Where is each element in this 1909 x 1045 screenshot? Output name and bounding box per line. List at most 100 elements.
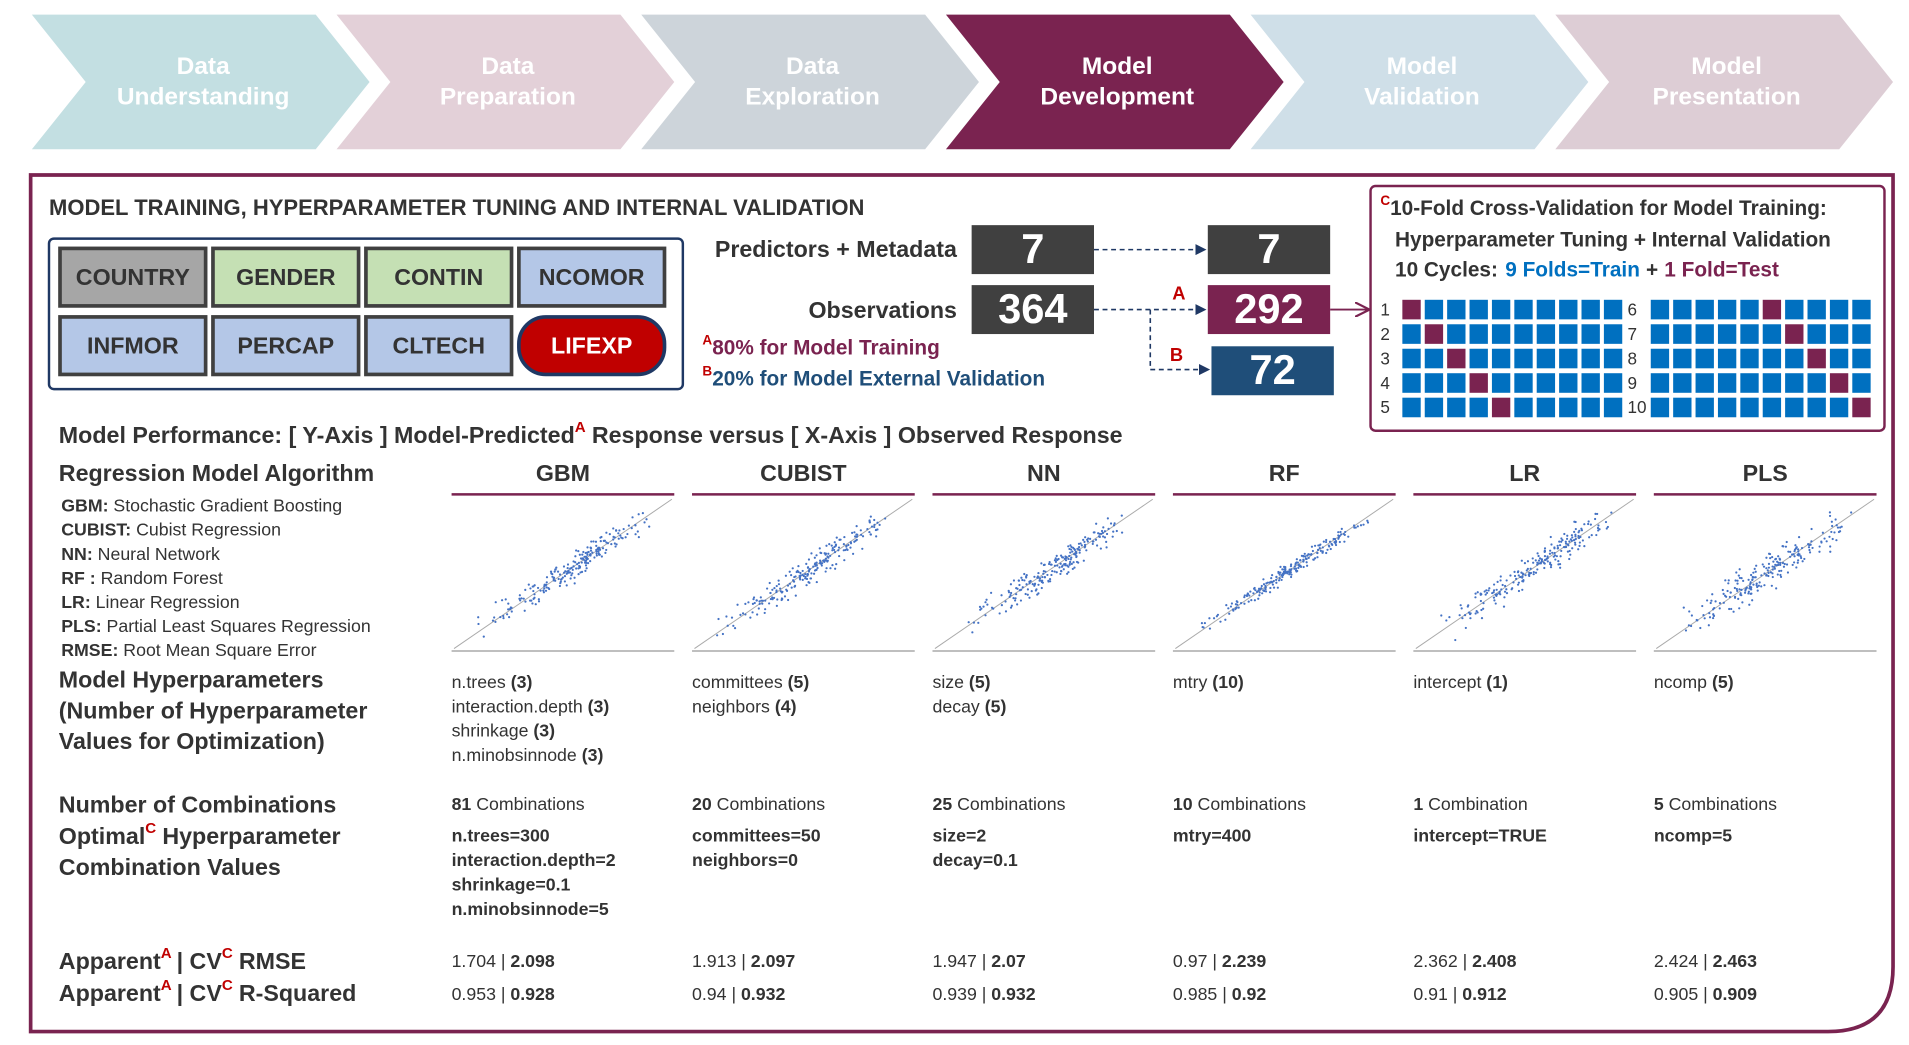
fold (1603, 324, 1623, 344)
scatter-point (843, 559, 846, 562)
scatter-point (1606, 525, 1610, 529)
scatter-point (1069, 558, 1072, 561)
scatter-point (752, 598, 755, 601)
scatter-point (584, 564, 588, 567)
scatter-point (559, 578, 563, 581)
scatter-point (1247, 600, 1250, 603)
model-name: NN (1027, 460, 1061, 486)
scatter-point (599, 540, 602, 543)
scatter-point (815, 580, 818, 584)
scatter-point (801, 569, 804, 573)
scatter-point (1574, 527, 1577, 531)
scatter-point (573, 582, 576, 585)
scatter-point (1810, 527, 1813, 531)
scatter-point (1596, 526, 1600, 530)
process-step (336, 14, 675, 150)
hyperparameter-part: intercept (1413, 671, 1481, 691)
scatter-point (1289, 565, 1293, 568)
scatter-point (1464, 626, 1467, 630)
scatter-point (1067, 571, 1070, 574)
cycle-label: 7 (1628, 324, 1638, 344)
scatter-point (837, 546, 841, 549)
variable-label: PERCAP (237, 333, 334, 359)
scatter-point (1306, 564, 1309, 567)
scatter-point (1831, 524, 1834, 528)
fold (1603, 299, 1623, 320)
scatter-point (1738, 576, 1741, 580)
scatter-point (801, 573, 804, 577)
scatter-point (998, 612, 1001, 615)
fold (1852, 299, 1871, 320)
scatter-point (1713, 607, 1716, 610)
scatter-point (764, 608, 767, 611)
scatter-point (771, 598, 774, 601)
scatter-point (776, 598, 779, 601)
legend-entry-part: Linear Regression (96, 592, 240, 612)
scatter-point (807, 558, 811, 561)
scatter-point (717, 617, 720, 621)
row-label: Values for Optimization) (59, 728, 325, 754)
scatter-point (533, 593, 536, 596)
cv-cycles-part: + (1646, 258, 1658, 281)
scatter-point (1359, 524, 1363, 527)
scatter-point (1275, 581, 1278, 584)
combinations-part: 1 (1413, 794, 1423, 814)
variable-box (58, 246, 208, 308)
scatter-point (1577, 534, 1580, 538)
fold (1559, 373, 1578, 393)
fold (1402, 324, 1421, 344)
scatter-point (1517, 589, 1521, 593)
scatter-point (1063, 557, 1066, 560)
scatter-point (1735, 587, 1738, 591)
scatter-point (1687, 624, 1690, 627)
scatter-point (1543, 555, 1547, 558)
scatter-point (861, 547, 864, 550)
process-label: Understanding (117, 83, 290, 110)
scatter-point (1340, 527, 1343, 530)
scatter-point (1579, 535, 1582, 539)
rmse-part: 2.239 (1222, 950, 1267, 970)
scatter-point (826, 555, 829, 558)
scatter-point (558, 573, 562, 576)
scatter-point (634, 524, 637, 527)
scatter-point (542, 591, 546, 594)
scatter-point (1262, 578, 1265, 581)
variable-box (517, 246, 667, 308)
scatter-point (1595, 533, 1598, 537)
scatter-point (1688, 610, 1691, 613)
fold (1402, 397, 1421, 418)
scatter-point (1082, 538, 1085, 541)
scatter-point (1469, 613, 1472, 616)
scatter-point (1738, 607, 1741, 610)
scatter-point (1539, 562, 1542, 565)
scatter-point (835, 563, 838, 566)
scatter-point (1760, 585, 1763, 588)
scatter-point (1055, 571, 1058, 574)
scatter-point (1445, 619, 1448, 622)
scatter-point (1496, 580, 1499, 583)
process-step (945, 14, 1284, 150)
scatter-point (751, 611, 754, 614)
scatter-point (1304, 555, 1307, 558)
scatter-point (1000, 594, 1003, 597)
scatter-point (1578, 529, 1581, 532)
fold (1536, 324, 1556, 344)
scatter-point (1280, 578, 1283, 582)
scatter-point (1093, 531, 1096, 534)
scatter-point (1794, 544, 1797, 547)
scatter-point (1283, 572, 1286, 575)
scatter-point (1752, 571, 1755, 574)
scatter-point (1277, 579, 1281, 582)
scatter-point (562, 565, 566, 568)
fold (1581, 397, 1600, 418)
hyperparameter-part: size (932, 671, 964, 691)
scatter-point (1282, 565, 1286, 568)
scatter-point (1578, 544, 1581, 547)
scatter-point (873, 523, 876, 526)
scatter-point (1737, 574, 1740, 577)
scatter-point (1722, 601, 1725, 604)
scatter-point (1682, 606, 1685, 609)
cycle-label: 5 (1380, 397, 1390, 417)
scatter-point (597, 550, 600, 553)
scatter-point (581, 553, 584, 556)
